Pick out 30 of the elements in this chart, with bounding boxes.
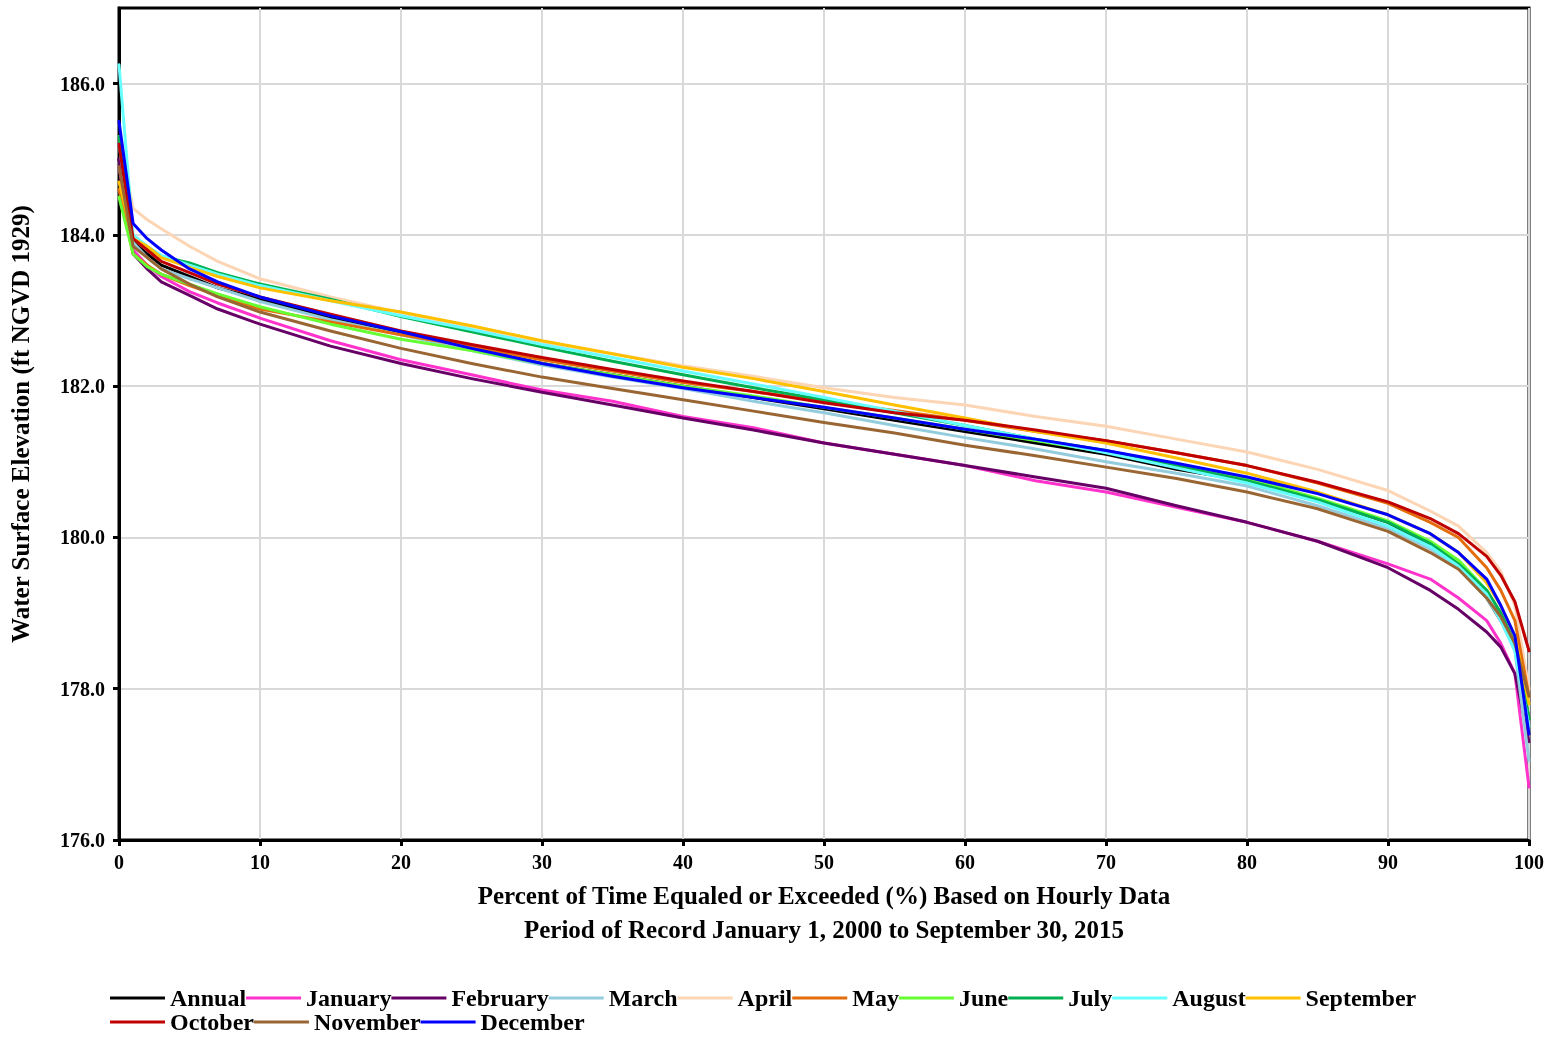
y-tick-label: 184.0 xyxy=(60,223,105,246)
y-tick-label: 186.0 xyxy=(60,72,105,95)
legend-label: April xyxy=(737,985,793,1011)
y-tick-label: 182.0 xyxy=(60,375,105,398)
legend-label: June xyxy=(958,985,1009,1011)
x-tick-label: 0 xyxy=(114,851,124,873)
x-tick-label: 40 xyxy=(673,851,693,873)
y-tick-label: 176.0 xyxy=(60,829,105,851)
x-tick-label: 20 xyxy=(391,851,411,873)
legend-label: January xyxy=(306,985,392,1011)
x-tick-label: 30 xyxy=(532,851,552,873)
legend-label: August xyxy=(1172,985,1246,1011)
x-tick-label: 10 xyxy=(250,851,270,873)
legend-label: Annual xyxy=(170,985,247,1011)
legend-label: May xyxy=(852,985,899,1011)
x-tick-label: 100 xyxy=(1514,851,1544,873)
y-tick-label: 178.0 xyxy=(60,677,105,700)
y-axis-title: Water Surface Elevation (ft NGVD 1929) xyxy=(7,205,35,643)
x-tick-label: 60 xyxy=(955,851,975,873)
x-tick-label: 50 xyxy=(814,851,834,873)
legend-label: October xyxy=(170,1009,255,1035)
x-tick-label: 70 xyxy=(1096,851,1116,873)
x-tick-label: 90 xyxy=(1378,851,1398,873)
legend-label: February xyxy=(451,985,549,1011)
legend-label: September xyxy=(1305,985,1417,1011)
x-axis-title: Percent of Time Equaled or Exceeded (%) Based on Hourly Data Period of Record January 1, 2000 to September 30, 2015 xyxy=(477,881,1171,943)
legend-label: March xyxy=(608,985,678,1011)
x-tick-label: 80 xyxy=(1237,851,1257,873)
y-tick-label: 180.0 xyxy=(60,526,105,549)
legend-label: July xyxy=(1068,985,1113,1011)
